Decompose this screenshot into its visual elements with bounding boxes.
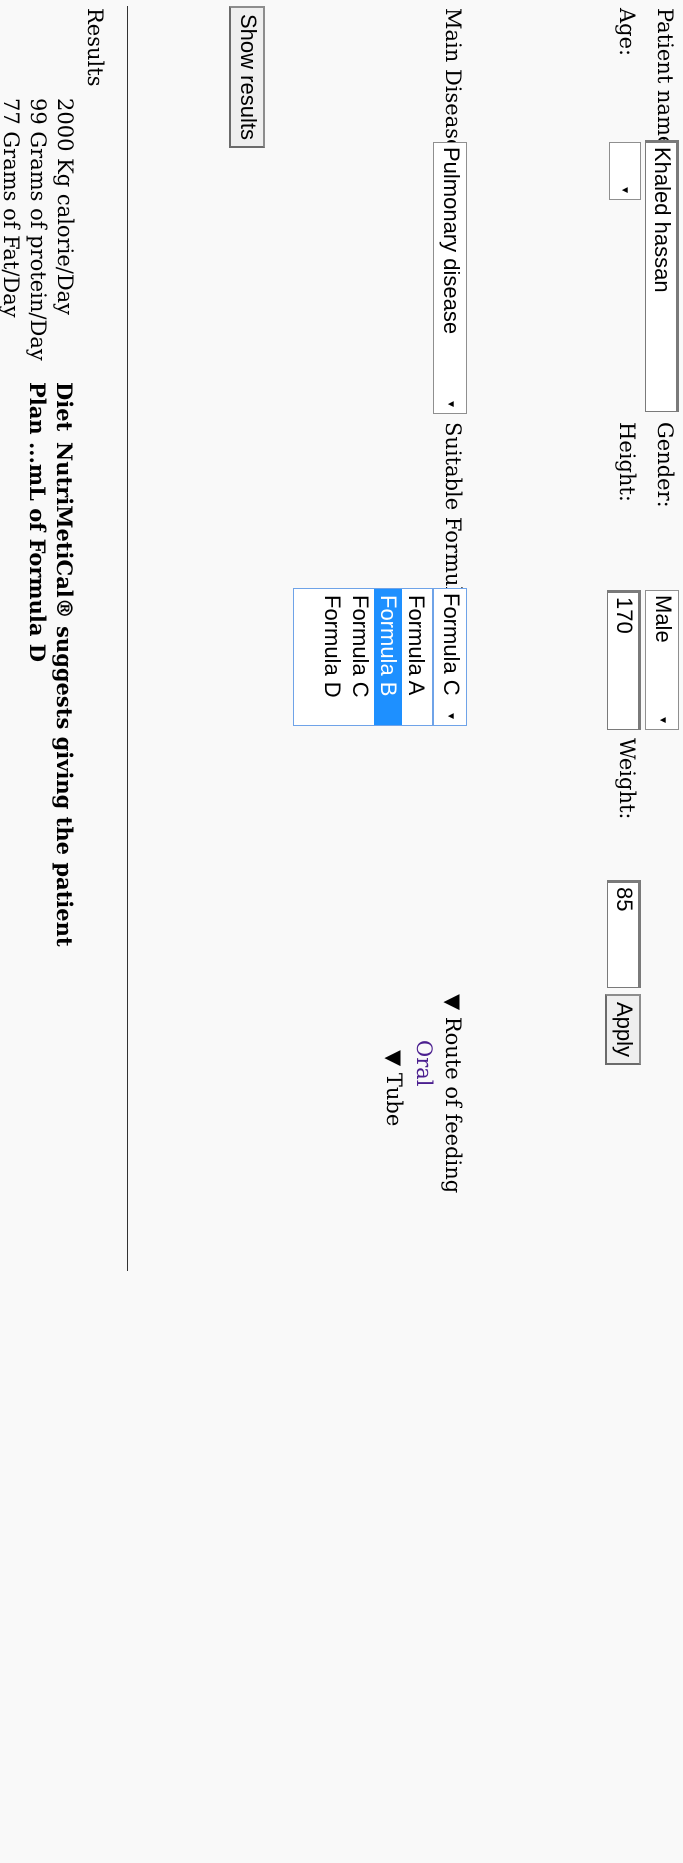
apply-button[interactable]: Apply [605,994,641,1066]
height-label: Height: [615,422,639,502]
suitable-formula-select-value: Formula C [439,593,464,696]
age-select[interactable]: ▼ [609,142,641,200]
route-tube-label: Tube [382,1072,406,1127]
patient-name-label: Patient name [653,8,677,149]
formula-option-b[interactable]: Formula B [374,589,402,725]
chevron-down-icon: ▼ [619,185,630,195]
gender-select[interactable]: Male ▼ [645,590,679,730]
patient-name-input[interactable]: Khaled hassan [645,140,679,412]
chevron-down-icon: ▼ [445,399,456,409]
suitable-formula-label: Suitable Formula: [441,422,465,613]
formula-option-c[interactable]: Formula C [348,595,373,698]
triangle-down-icon: ▼ [382,1050,406,1067]
show-results-button[interactable]: Show results [229,6,265,148]
weight-label: Weight: [615,738,639,820]
weight-input[interactable]: 85 [607,880,641,988]
plan-label: Plan [25,382,50,435]
results-fat: 77 Grams of Fat/Day [0,98,23,318]
results-title: Results [83,8,107,87]
triangle-down-icon: ▼ [441,994,465,1011]
results-divider [127,6,128,1271]
gender-select-value: Male [651,595,676,643]
main-disease-select[interactable]: Pulmonary disease ▼ [433,142,467,414]
gender-label: Gender: [653,422,677,508]
route-of-feeding-summary[interactable]: ▼ Route of feeding [441,994,465,1193]
diet-label: Diet [52,382,77,432]
formula-dropdown-list: Formula A Formula B Formula C Formula D [293,588,433,726]
diet-plan-suggestion: NutriMetiCal® suggests giving the patien… [52,442,77,947]
results-calories: 2000 Kg calorie/Day [53,98,77,316]
diet-plan-amount: ...mL of Formula D [25,442,50,663]
route-oral-link[interactable]: Oral [412,1040,436,1087]
main-disease-label: Main Disease: [441,8,465,159]
main-disease-select-value: Pulmonary disease [439,147,464,335]
results-protein: 99 Grams of protein/Day [26,98,50,361]
chevron-down-icon: ▼ [445,711,456,721]
route-tube-summary[interactable]: ▼ Tube [382,1050,406,1126]
formula-option-d[interactable]: Formula D [320,595,345,698]
route-of-feeding-title: Route of feeding [441,1016,465,1194]
height-input[interactable]: 170 [607,590,641,730]
formula-option-a[interactable]: Formula A [404,595,429,696]
suitable-formula-select[interactable]: Formula C ▼ [433,588,467,726]
chevron-down-icon: ▼ [657,715,668,725]
age-label: Age: [615,8,639,57]
